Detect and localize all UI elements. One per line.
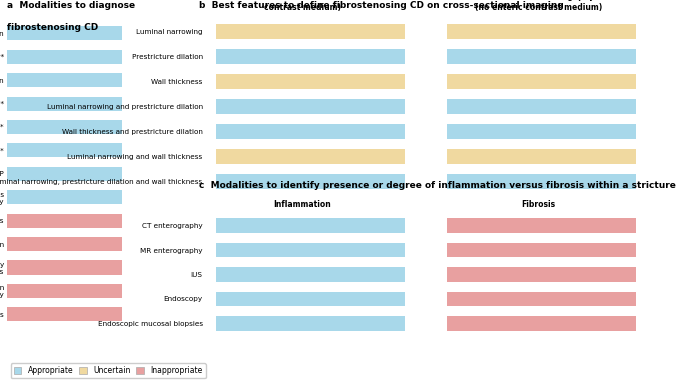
Text: c  Modalities to identify presence or degree of inflammation versus fibrosis wit: c Modalities to identify presence or deg…	[199, 181, 675, 190]
Bar	[216, 243, 405, 257]
Bar	[7, 73, 123, 87]
Bar	[216, 149, 405, 164]
Text: Inflammation: Inflammation	[273, 200, 331, 209]
Bar	[7, 308, 123, 321]
Bar	[7, 214, 123, 228]
Bar	[7, 50, 123, 64]
Bar	[447, 267, 636, 282]
Text: CT or MRI (with enteric
contrast medium): CT or MRI (with enteric contrast medium)	[252, 0, 352, 12]
Text: a  Modalities to diagnose: a Modalities to diagnose	[7, 0, 135, 10]
Bar	[447, 149, 636, 164]
Bar	[447, 316, 636, 330]
Bar	[216, 74, 405, 89]
Bar	[216, 219, 405, 233]
Bar	[7, 167, 123, 181]
Bar	[447, 24, 636, 39]
Bar	[216, 24, 405, 39]
Bar	[216, 174, 405, 189]
Bar	[7, 284, 123, 298]
Bar	[216, 291, 405, 306]
Bar	[7, 97, 123, 110]
Bar	[7, 237, 123, 251]
Legend: Appropriate, Uncertain, Inappropriate: Appropriate, Uncertain, Inappropriate	[11, 363, 206, 378]
Bar	[216, 124, 405, 139]
Text: fibrostenosing CD: fibrostenosing CD	[7, 23, 98, 32]
Bar	[447, 124, 636, 139]
Text: Fibrosis: Fibrosis	[521, 200, 556, 209]
Bar	[447, 74, 636, 89]
Bar	[447, 291, 636, 306]
Bar	[447, 243, 636, 257]
Bar	[447, 99, 636, 114]
Bar	[7, 120, 123, 134]
Bar	[447, 174, 636, 189]
Bar	[216, 99, 405, 114]
Bar	[7, 261, 123, 275]
Bar	[216, 267, 405, 282]
Bar	[216, 49, 405, 64]
Bar	[447, 49, 636, 64]
Bar	[447, 219, 636, 233]
Bar	[7, 190, 123, 204]
Bar	[216, 316, 405, 330]
Text: Intestinal ultrasonogaphy
(no enteric contrast medium): Intestinal ultrasonogaphy (no enteric co…	[475, 0, 602, 12]
Bar	[7, 143, 123, 157]
Bar	[7, 26, 123, 40]
Text: b  Best features to define fibrostenosing CD on cross-sectional imaging: b Best features to define fibrostenosing…	[199, 0, 563, 10]
